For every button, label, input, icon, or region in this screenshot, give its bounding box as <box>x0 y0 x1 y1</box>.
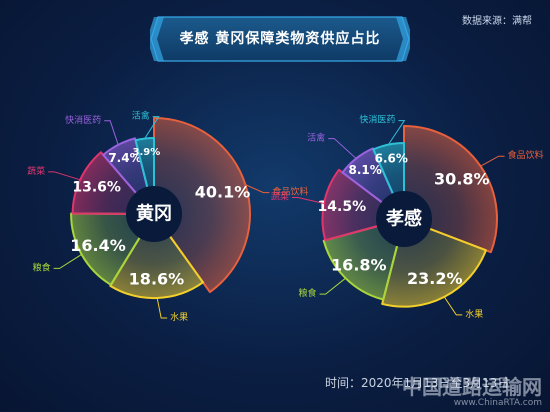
callout-line <box>104 120 119 145</box>
callout-line <box>328 138 357 159</box>
center-hub <box>126 186 182 242</box>
center-hub <box>376 191 432 247</box>
chart-title-banner: 孝感 黄冈保障类物资供应占比 <box>150 16 410 62</box>
slice-value-label: 18.6% <box>129 269 185 288</box>
callout-line <box>387 120 406 145</box>
pie-slice-粮食 <box>322 218 405 301</box>
slice-value-label: 30.8% <box>434 170 490 189</box>
category-label: 活禽 <box>132 110 150 122</box>
callout-line <box>53 253 82 269</box>
slice-value-label: 23.2% <box>407 269 463 288</box>
center-city-label: 孝感 <box>385 208 422 230</box>
slice-value-label: 8.1% <box>348 163 381 177</box>
watermark-url: www.ChinaRTA.com <box>453 398 542 408</box>
watermark: 中国道路运输网 www.ChinaRTA.com <box>402 377 542 408</box>
slice-value-label: 16.8% <box>331 255 387 274</box>
slice-value-label: 3.9% <box>133 147 161 158</box>
category-label: 食品饮料 <box>508 149 544 161</box>
category-label: 食品饮料 <box>272 186 308 198</box>
pie-slice-水果 <box>109 213 205 300</box>
category-label: 蔬菜 <box>271 190 289 202</box>
slice-value-label: 40.1% <box>195 182 251 201</box>
slice-value-label: 16.4% <box>70 236 126 255</box>
pie-chart-1: 40.1% 食品饮料 18.6% 水果 16.4% 粮食 13.6% 蔬菜 7.4% 快消医药 3.… <box>27 110 308 323</box>
callout-line <box>245 184 270 194</box>
category-label: 水果 <box>465 308 483 320</box>
pie-chart-2: 30.8% 食品饮料 23.2% 水果 16.8% 粮食 14.5% 蔬菜 8.1% 活禽 6.6%… <box>271 114 544 320</box>
category-label: 快消医药 <box>359 114 395 126</box>
slice-value-label: 7.4% <box>108 151 141 165</box>
category-label: 快消医药 <box>65 114 101 126</box>
callout-line <box>156 297 168 319</box>
callout-line <box>443 296 463 316</box>
chart-title: 孝感 黄冈保障类物资供应占比 <box>179 31 381 47</box>
title-banner-shape <box>150 16 410 62</box>
category-label: 水果 <box>170 311 188 323</box>
date-range: 时间：2020年1月13日至3月13日 <box>325 376 510 390</box>
callout-line <box>291 196 325 204</box>
data-source: 数据来源：满帮 <box>462 16 532 27</box>
callout-line <box>480 155 505 167</box>
callout-line <box>48 171 81 181</box>
category-label: 粮食 <box>299 287 317 299</box>
watermark-main: 中国道路运输网 <box>402 375 542 399</box>
category-label: 蔬菜 <box>27 165 45 177</box>
category-label: 粮食 <box>33 261 51 273</box>
slice-value-label: 13.6% <box>72 179 121 195</box>
callout-line <box>144 116 160 139</box>
slice-value-label: 14.5% <box>318 199 367 215</box>
center-city-label: 黄冈 <box>136 203 172 225</box>
slice-value-label: 6.6% <box>375 151 408 165</box>
category-label: 活禽 <box>307 132 325 144</box>
callout-line <box>319 277 346 295</box>
